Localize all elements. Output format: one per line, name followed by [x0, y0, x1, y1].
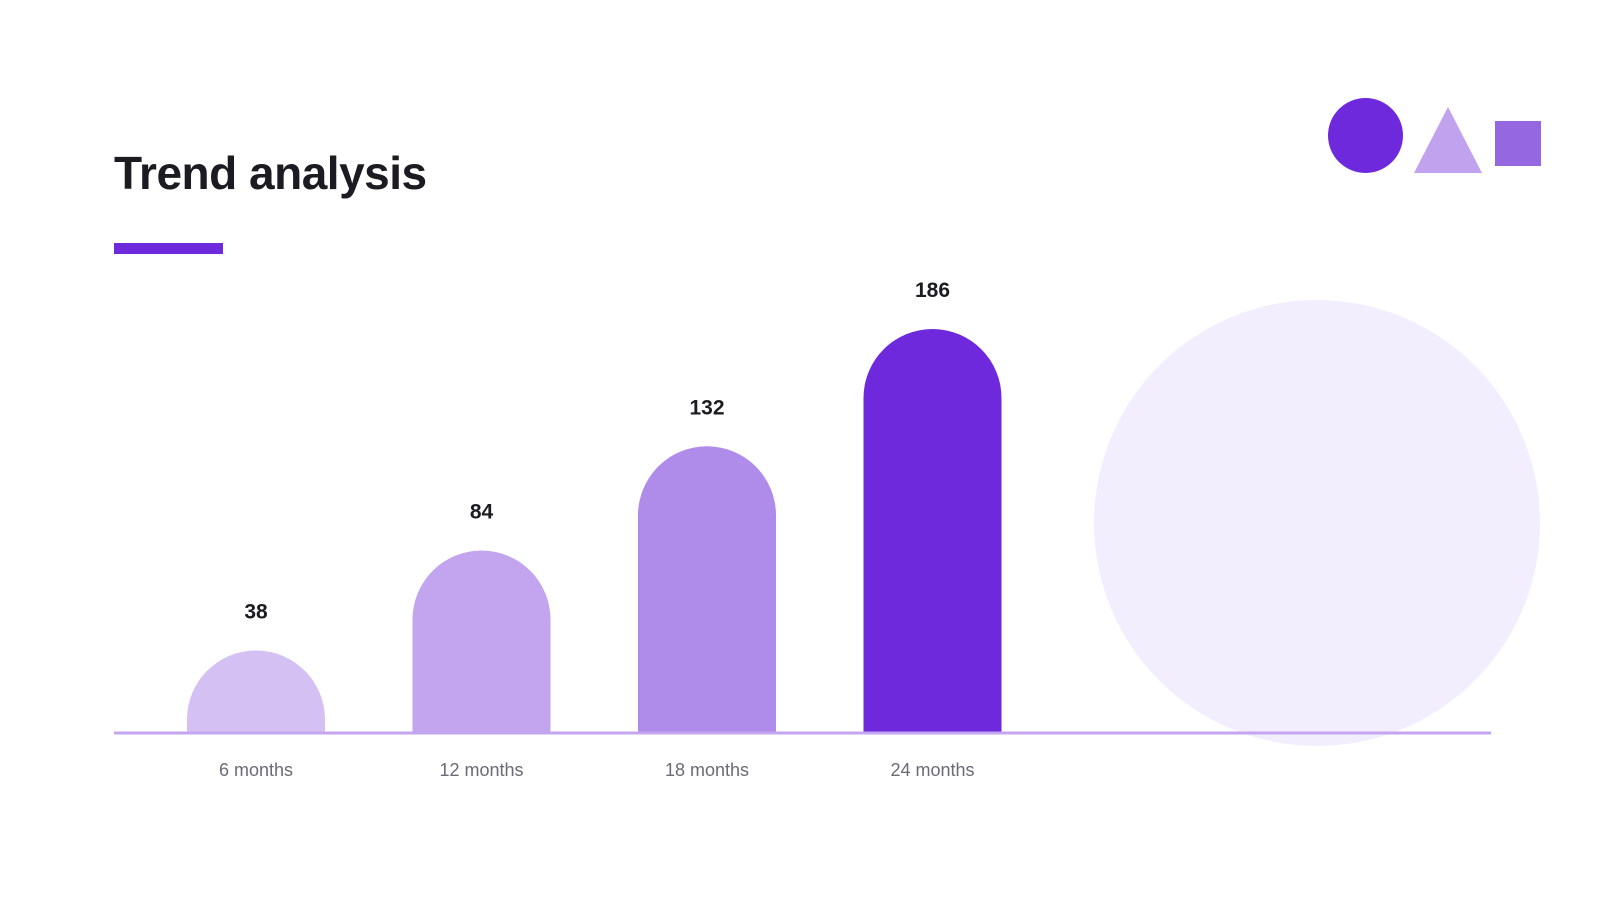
x-tick-label: 6 months — [219, 760, 293, 780]
x-tick-label: 24 months — [890, 760, 974, 780]
title-accent-bar — [114, 243, 223, 254]
circle-icon — [1328, 98, 1403, 173]
bar-24-months — [863, 329, 1002, 733]
data-label: 186 — [915, 279, 950, 302]
data-label: 84 — [470, 501, 494, 524]
triangle-icon — [1414, 107, 1482, 173]
data-label: 38 — [244, 600, 268, 623]
page-title: Trend analysis — [114, 147, 427, 199]
bar-6-months — [187, 650, 325, 733]
data-label: 132 — [689, 396, 724, 419]
square-icon — [1495, 121, 1541, 166]
bar-12-months — [412, 550, 551, 733]
x-tick-label: 12 months — [439, 760, 523, 780]
bar-18-months — [638, 446, 776, 733]
background-circle-decoration — [1094, 300, 1540, 746]
x-tick-label: 18 months — [665, 760, 749, 780]
